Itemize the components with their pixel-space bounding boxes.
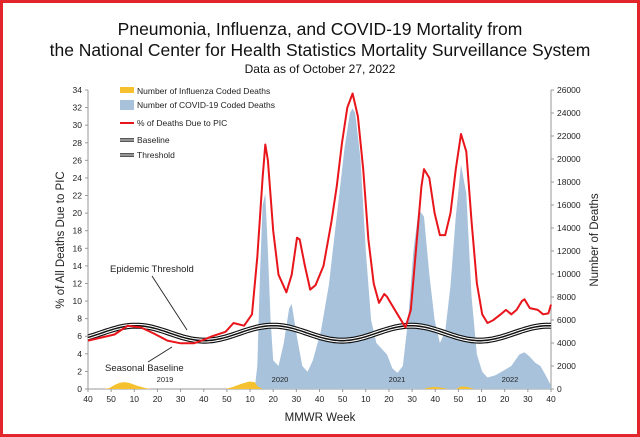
x-tick-label: 10 bbox=[361, 394, 371, 404]
y2-axis-label: Number of Deaths bbox=[589, 193, 601, 287]
right-tick-label: 26000 bbox=[557, 85, 581, 95]
right-tick-label: 18000 bbox=[557, 177, 581, 187]
baseline-line-inner bbox=[87, 326, 552, 343]
legend-entry: Number of COVID-19 Coded Deaths bbox=[137, 100, 275, 110]
covid-deaths-area bbox=[254, 108, 551, 390]
right-tick-label: 20000 bbox=[557, 154, 581, 164]
right-tick-label: 4000 bbox=[557, 338, 576, 348]
left-tick-label: 32 bbox=[73, 103, 83, 113]
x-tick-label: 10 bbox=[130, 394, 140, 404]
x-tick-label: 30 bbox=[523, 394, 533, 404]
left-tick-label: 6 bbox=[77, 331, 82, 341]
left-tick-label: 0 bbox=[77, 384, 82, 394]
x-tick-label: 40 bbox=[546, 394, 556, 404]
legend-entry: Threshold bbox=[137, 150, 175, 160]
right-tick-label: 0 bbox=[557, 384, 562, 394]
influenza-deaths-area bbox=[103, 381, 475, 389]
right-tick-label: 6000 bbox=[557, 315, 576, 325]
epidemic-threshold-annotation: Epidemic Threshold bbox=[110, 264, 194, 275]
year-label: 2021 bbox=[389, 375, 406, 384]
legend-entry: Baseline bbox=[137, 135, 170, 145]
left-tick-label: 18 bbox=[73, 226, 83, 236]
area-series bbox=[103, 108, 551, 390]
annotations: Epidemic Threshold Seasonal Baseline bbox=[105, 264, 194, 374]
x-tick-label: 30 bbox=[176, 394, 186, 404]
left-tick-label: 2 bbox=[77, 366, 82, 376]
x-tick-label: 50 bbox=[222, 394, 232, 404]
x-axis-label: MMWR Week bbox=[285, 412, 356, 424]
threshold-line-inner bbox=[87, 323, 551, 340]
chart-title-line-2: the National Center for Health Statistic… bbox=[49, 40, 591, 60]
right-tick-label: 22000 bbox=[557, 131, 581, 141]
left-tick-label: 8 bbox=[77, 314, 82, 324]
x-tick-label: 50 bbox=[106, 394, 116, 404]
right-tick-label: 12000 bbox=[557, 246, 581, 256]
legend-swatch-covid bbox=[120, 100, 134, 110]
x-tick-label: 40 bbox=[199, 394, 209, 404]
left-tick-label: 22 bbox=[73, 191, 83, 201]
left-tick-label: 34 bbox=[73, 85, 83, 95]
y-axis-label: % of All Deaths Due to PIC bbox=[55, 171, 67, 308]
legend-entry: Number of Influenza Coded Deaths bbox=[137, 86, 270, 96]
x-tick-label: 50 bbox=[338, 394, 348, 404]
right-tick-label: 14000 bbox=[557, 223, 581, 233]
right-tick-label: 2000 bbox=[557, 361, 576, 371]
line-series bbox=[87, 92, 552, 345]
x-tick-label: 40 bbox=[83, 394, 93, 404]
year-label: 2022 bbox=[502, 375, 519, 384]
left-tick-label: 12 bbox=[73, 278, 83, 288]
x-tick-label: 20 bbox=[500, 394, 510, 404]
x-tick-label: 30 bbox=[292, 394, 302, 404]
x-tick-label: 30 bbox=[407, 394, 417, 404]
right-tick-label: 24000 bbox=[557, 108, 581, 118]
pic-percent-line bbox=[87, 92, 552, 345]
x-tick-label: 10 bbox=[477, 394, 487, 404]
year-label: 2019 bbox=[157, 375, 174, 384]
x-tick-label: 40 bbox=[315, 394, 325, 404]
left-tick-label: 30 bbox=[73, 120, 83, 130]
tick-labels: 0246810121416182022242628303234020004000… bbox=[73, 85, 581, 404]
baseline-annotation-pointer bbox=[147, 346, 173, 363]
left-tick-label: 26 bbox=[73, 155, 83, 165]
chart-subtitle: Data as of October 27, 2022 bbox=[244, 62, 396, 76]
x-tick-label: 20 bbox=[153, 394, 163, 404]
right-tick-label: 16000 bbox=[557, 200, 581, 210]
x-tick-label: 20 bbox=[268, 394, 278, 404]
left-tick-label: 24 bbox=[73, 173, 83, 183]
x-tick-label: 50 bbox=[454, 394, 464, 404]
chart-title-line-1: Pneumonia, Influenza, and COVID-19 Morta… bbox=[117, 19, 523, 39]
seasonal-baseline-annotation: Seasonal Baseline bbox=[105, 363, 184, 374]
legend-swatch-influenza bbox=[120, 87, 134, 93]
x-tick-label: 20 bbox=[384, 394, 394, 404]
legend-entry: % of Deaths Due to PIC bbox=[137, 118, 227, 128]
left-tick-label: 10 bbox=[73, 296, 83, 306]
left-tick-label: 20 bbox=[73, 208, 83, 218]
left-tick-label: 28 bbox=[73, 138, 83, 148]
x-tick-label: 40 bbox=[431, 394, 441, 404]
threshold-annotation-pointer bbox=[151, 275, 188, 331]
left-tick-label: 16 bbox=[73, 243, 83, 253]
year-label: 2020 bbox=[272, 375, 289, 384]
x-tick-label: 10 bbox=[245, 394, 255, 404]
left-tick-label: 4 bbox=[77, 349, 82, 359]
right-tick-label: 8000 bbox=[557, 292, 576, 302]
right-tick-label: 10000 bbox=[557, 269, 581, 279]
legend: Number of Influenza Coded Deaths Number o… bbox=[120, 86, 275, 160]
left-tick-label: 14 bbox=[73, 261, 83, 271]
